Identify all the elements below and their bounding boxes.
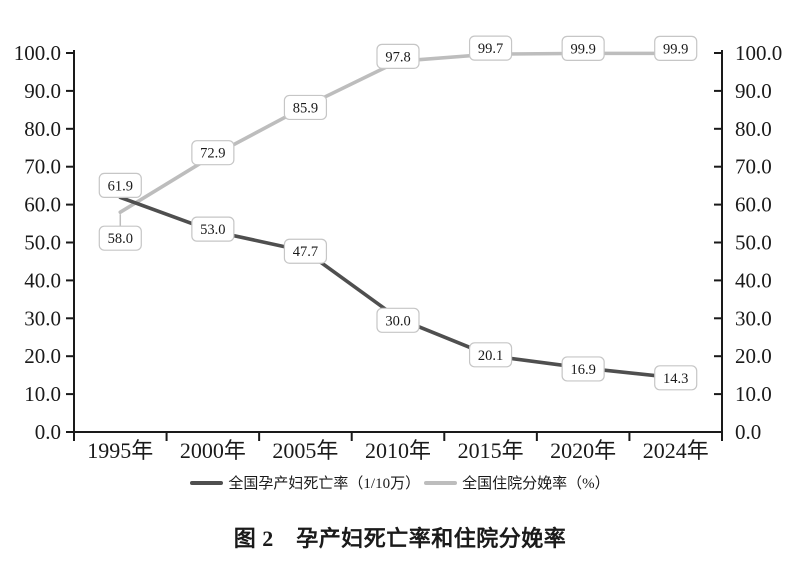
data-label: 99.9 [570,41,595,57]
data-label: 72.9 [200,146,225,162]
y-tick-label-left: 70.0 [24,155,61,179]
data-label: 30.0 [385,313,410,329]
x-tick-label: 1995年 [87,438,153,463]
data-label-box [468,35,513,61]
data-label-box [561,356,605,382]
data-label-box [376,43,420,69]
data-label: 58.0 [108,231,133,247]
legend-label-mortality: 全国孕产妇死亡率（1/10万） [228,476,421,492]
x-tick-label: 2024年 [643,438,709,463]
line-chart: 0.0 0.0 10.0 10.0 20.0 20.0 30.0 30.0 40.0 40.0 50… [14,35,782,463]
y-tick-label-right: 50.0 [735,231,772,255]
legend-line-swatch-mortality [190,480,224,485]
y-tick-label-left: 30.0 [24,306,61,330]
data-label: 97.8 [385,49,410,65]
data-label: 14.3 [663,371,688,387]
y-tick-label-left: 40.0 [24,268,61,292]
legend-label-hospital-delivery: 全国住院分娩率（%） [462,476,610,492]
y-tick-label-left: 100.0 [14,41,61,65]
data-label-box [468,342,513,368]
y-tick-label-right: 0.0 [735,420,761,444]
data-label-box [98,172,142,198]
y-tick-label-left: 60.0 [24,193,61,217]
y-tick-label-right: 40.0 [735,268,772,292]
x-tick-label: 2000年 [180,438,246,463]
x-tick-label: 2015年 [458,438,524,463]
data-label-box [191,140,235,166]
data-label-box [283,238,328,264]
data-label-box [654,35,698,61]
data-label: 16.9 [570,362,595,378]
legend-item-mortality: 全国孕产妇死亡率（1/10万） [190,472,420,493]
y-tick-label-right: 90.0 [735,79,772,103]
y-tick-label-left: 90.0 [24,79,61,103]
legend-line-swatch-hospital-delivery [424,480,458,485]
data-label: 20.1 [478,348,503,364]
y-tick-label-right: 100.0 [735,41,782,65]
data-label-box [283,94,328,121]
data-label-box [561,35,605,61]
y-tick-label-right: 20.0 [735,344,772,368]
y-tick-label-right: 10.0 [735,382,772,406]
y-tick-label-left: 50.0 [24,231,61,255]
chart-legend: 全国孕产妇死亡率（1/10万） 全国住院分娩率（%） [0,472,800,493]
y-tick-label-left: 0.0 [35,420,61,444]
data-label: 47.7 [293,244,318,260]
y-tick-label-right: 70.0 [735,155,772,179]
figure-caption: 图 2 孕产妇死亡率和住院分娩率 [233,526,567,551]
data-label: 99.7 [478,41,503,57]
y-tick-label-right: 80.0 [735,117,772,141]
y-tick-label-left: 10.0 [24,382,61,406]
y-tick-label-right: 30.0 [735,306,772,330]
x-tick-label: 2005年 [272,438,338,463]
data-label: 99.9 [663,41,688,57]
x-tick-label: 2020年 [550,438,616,463]
data-label-box [654,365,698,391]
data-label-box [191,216,235,242]
y-tick-label-left: 20.0 [24,344,61,368]
x-tick-label: 2010年 [365,438,431,463]
legend-item-hospital-delivery: 全国住院分娩率（%） [424,472,610,493]
data-label: 53.0 [200,222,225,238]
series-line-1 [118,51,678,214]
data-label: 61.9 [108,178,133,194]
data-label-box [376,307,420,333]
data-label-box [98,225,142,251]
y-tick-label-right: 60.0 [735,193,772,217]
data-label: 85.9 [293,100,318,116]
y-tick-label-left: 80.0 [24,117,61,141]
